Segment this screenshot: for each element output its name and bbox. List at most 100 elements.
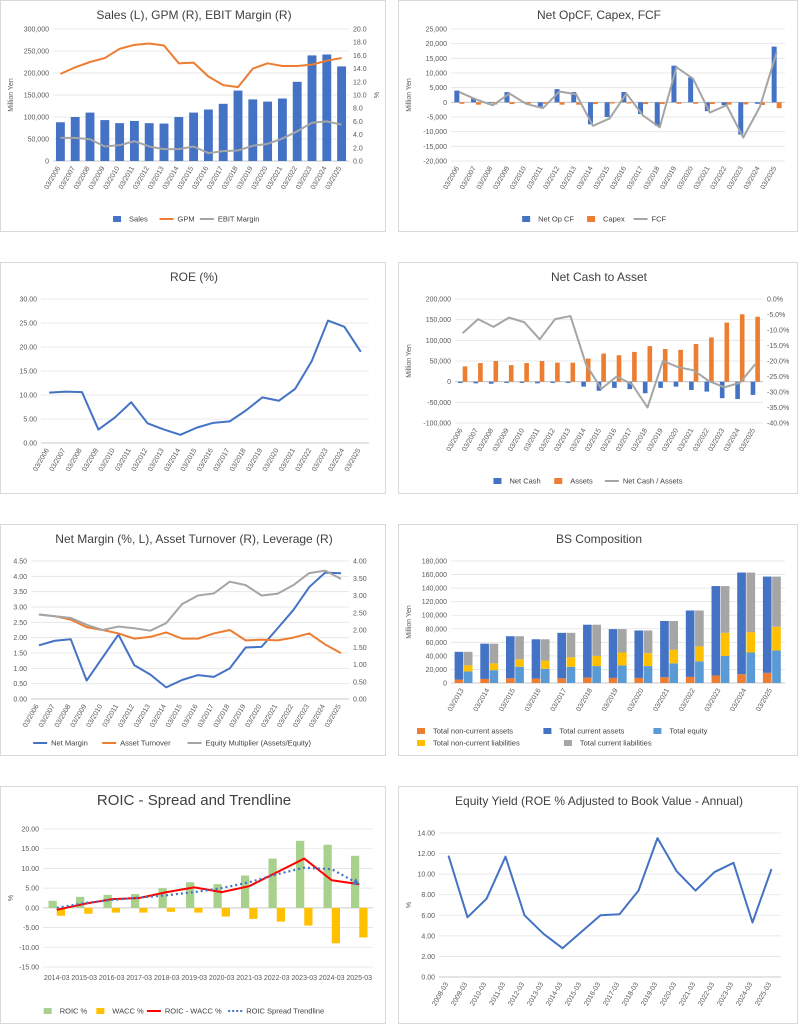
bar-sales [203, 109, 213, 161]
chart-title: Equity Yield (ROE % Adjusted to Book Val… [455, 794, 743, 808]
y-tick-label: 14.00 [417, 831, 435, 838]
y2-tick-label: 2.50 [353, 610, 367, 617]
bar-wacc- [304, 907, 313, 926]
line-ebit-margin [60, 120, 342, 155]
bar-net-cash [535, 381, 540, 384]
y-tick-label: 200,000 [426, 297, 451, 304]
bar-roic- [268, 858, 277, 908]
y-tick-label: 15.00 [19, 369, 37, 376]
bar-assets [662, 349, 668, 382]
bar-sales [85, 112, 95, 161]
bar-total-non-current-liabilities [695, 646, 704, 662]
bar-wacc- [194, 907, 203, 913]
line-equity-yield [447, 837, 773, 950]
bar-total-non-current-assets [608, 677, 618, 683]
legend-label: Total non-current liabilities [433, 739, 520, 748]
y-tick-label: -10,000 [423, 129, 447, 136]
bar-net-cash [550, 381, 556, 383]
line-gpm [59, 42, 342, 89]
y-tick-label: 30.00 [19, 297, 37, 304]
y-tick-label: 10,000 [426, 71, 448, 78]
bar-total-current-assets [505, 636, 515, 679]
y-tick-label: 160,000 [422, 572, 447, 579]
y-axis-label: Million Yen [406, 78, 413, 112]
bar-total-equity [592, 666, 601, 683]
bar-roic- [186, 882, 195, 908]
y-tick-label: 2.00 [421, 954, 435, 961]
y2-tick-label: 4.0 [353, 132, 363, 139]
bar-capex [576, 102, 582, 105]
bar-assets [724, 322, 730, 382]
bar-wacc- [221, 907, 230, 917]
line-net-cash-assets [462, 315, 757, 409]
x-tick-label: 03/2022 [678, 687, 697, 713]
x-tick-label: 03/2021 [652, 687, 671, 713]
bar-net-op-cf [688, 77, 694, 103]
bar-net-cash [642, 381, 648, 394]
legend-label: Net Cash / Assets [623, 477, 683, 486]
y-tick-label: -50,000 [427, 400, 451, 407]
bar-net-op-cf [554, 89, 560, 103]
y-axis-label: % [406, 902, 413, 908]
bar-wacc- [276, 907, 285, 922]
y-tick-label: 6.00 [421, 913, 435, 920]
bar-wacc- [84, 907, 93, 914]
y-tick-label: 200,000 [24, 71, 49, 78]
y-tick-label: 3.00 [13, 605, 27, 612]
y2-tick-label: 0.0% [767, 297, 783, 304]
bar-capex [726, 102, 732, 105]
x-tick-label: 2017-03 [602, 981, 621, 1007]
legend-swatch [43, 1008, 52, 1014]
bar-roic- [48, 900, 57, 908]
bar-total-current-liabilities [489, 643, 499, 664]
bar-total-current-liabilities [618, 629, 627, 653]
x-tick-label: 2016-03 [583, 981, 602, 1007]
legend-label: Asset Turnover [120, 739, 171, 748]
y2-tick-label: 0.0 [353, 159, 363, 166]
y-tick-label: 150,000 [426, 317, 451, 324]
bar-total-current-liabilities [515, 636, 524, 660]
panel-opcf: Net OpCF, Capex, FCF -20,000 -15,000 -10,00… [398, 0, 798, 232]
bar-net-op-cf [754, 102, 760, 104]
y-tick-label: 0.00 [13, 697, 27, 704]
bar-sales [55, 122, 65, 161]
bar-total-current-assets [557, 632, 567, 679]
x-tick-label: 2025-03 [754, 981, 773, 1007]
y-tick-label: 300,000 [24, 27, 49, 34]
y-tick-label: 25.00 [19, 321, 37, 328]
bar-wacc- [139, 907, 148, 913]
bar-net-cash [627, 381, 633, 390]
y-tick-label: -20,000 [423, 159, 447, 166]
y-axis-label: Million Yen [406, 605, 413, 639]
y-tick-label: 0.50 [13, 681, 27, 688]
y-tick-label: 15,000 [426, 56, 448, 63]
y2-tick-label: 8.0 [353, 106, 363, 113]
y-tick-label: 10.00 [417, 872, 435, 879]
y-tick-label: 8.00 [421, 892, 435, 899]
bar-capex [759, 102, 765, 105]
legend-label: ROIC Spread Trendline [246, 1007, 324, 1016]
bar-net-cash [581, 381, 586, 387]
bar-total-non-current-liabilities [746, 632, 756, 653]
bar-roic- [213, 884, 222, 908]
x-tick-label: 03/2014 [473, 687, 492, 713]
panel-roe: ROE (%) 0.00 5.00 10.00 15.00 20.00 25.00 30.00… [0, 262, 386, 494]
x-tick-label: 2020-03 [659, 981, 678, 1007]
bar-total-current-assets [685, 610, 695, 677]
y2-axis-label: % [374, 92, 381, 98]
bar-total-non-current-assets [454, 679, 464, 683]
bar-roic- [296, 840, 305, 908]
y2-tick-label: -10.0% [767, 328, 789, 335]
y-tick-label: 2.00 [13, 635, 27, 642]
bar-sales [307, 55, 317, 161]
bar-net-cash [612, 381, 617, 388]
line-equity-multiplier-assets-equity- [38, 569, 342, 632]
legend-label: Net Op CF [538, 215, 574, 224]
chart-roe: ROE (%) 0.00 5.00 10.00 15.00 20.00 25.00 30.00… [19, 270, 369, 473]
panel-roic: ROIC - Spread and Trendline -15.00 -10.00 -… [0, 786, 386, 1024]
bar-total-non-current-liabilities [643, 653, 653, 667]
bar-total-non-current-assets [711, 675, 721, 683]
x-tick-label: 2024-03 [319, 975, 345, 982]
bar-total-equity [540, 668, 550, 683]
bar-total-non-current-assets [557, 678, 567, 683]
